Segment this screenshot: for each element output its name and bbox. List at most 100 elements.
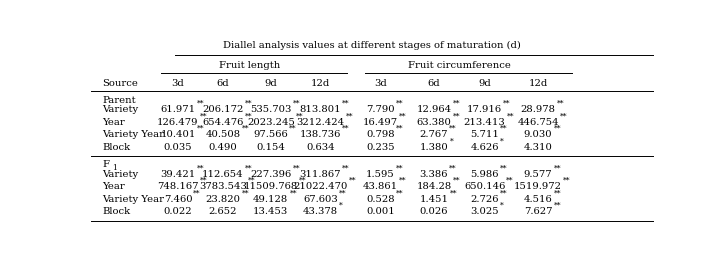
Text: **: ** [242,125,249,133]
Text: 2.767: 2.767 [420,130,448,139]
Text: 12.964: 12.964 [417,105,452,114]
Text: **: ** [245,112,253,120]
Text: **: ** [248,177,256,185]
Text: 138.736: 138.736 [300,130,341,139]
Text: **: ** [245,164,253,172]
Text: 12d: 12d [311,79,330,88]
Text: 16.497: 16.497 [363,118,398,127]
Text: 43.861: 43.861 [363,182,398,191]
Text: **: ** [346,112,353,120]
Text: **: ** [449,189,457,197]
Text: 227.396: 227.396 [250,170,291,179]
Text: 10.401: 10.401 [160,130,195,139]
Text: 0.022: 0.022 [163,207,192,216]
Text: 4.310: 4.310 [523,143,552,152]
Text: Parent: Parent [102,96,136,105]
Text: **: ** [503,100,511,108]
Text: **: ** [396,125,404,133]
Text: 9d: 9d [478,79,491,88]
Text: 2.652: 2.652 [208,207,237,216]
Text: **: ** [200,112,208,120]
Text: **: ** [449,125,457,133]
Text: F: F [102,160,109,169]
Text: 2023.245: 2023.245 [247,118,295,127]
Text: 3.025: 3.025 [470,207,499,216]
Text: **: ** [200,177,208,185]
Text: 13.453: 13.453 [253,207,288,216]
Text: 3.386: 3.386 [420,170,448,179]
Text: **: ** [553,125,561,133]
Text: **: ** [500,164,507,172]
Text: **: ** [197,125,204,133]
Text: **: ** [507,177,514,185]
Text: 6d: 6d [428,79,440,88]
Text: **: ** [342,164,350,172]
Text: **: ** [553,202,561,210]
Text: 49.128: 49.128 [253,195,288,204]
Text: 311.867: 311.867 [300,170,341,179]
Text: 813.801: 813.801 [300,105,341,114]
Text: **: ** [396,164,404,172]
Text: 0.001: 0.001 [366,207,395,216]
Text: **: ** [560,112,568,120]
Text: **: ** [396,189,404,197]
Text: **: ** [449,164,457,172]
Text: **: ** [399,112,407,120]
Text: 7.460: 7.460 [163,195,192,204]
Text: **: ** [396,100,404,108]
Text: 535.703: 535.703 [250,105,291,114]
Text: 7.790: 7.790 [366,105,395,114]
Text: 0.528: 0.528 [366,195,395,204]
Text: 1.595: 1.595 [366,170,395,179]
Text: 1519.972: 1519.972 [514,182,562,191]
Text: **: ** [452,100,460,108]
Text: 6d: 6d [216,79,229,88]
Text: 0.798: 0.798 [366,130,395,139]
Text: Fruit length: Fruit length [219,61,280,70]
Text: 17.916: 17.916 [467,105,502,114]
Text: **: ** [197,164,204,172]
Text: 1.451: 1.451 [420,195,449,204]
Text: 4.626: 4.626 [470,143,499,152]
Text: 12d: 12d [529,79,547,88]
Text: 21022.470: 21022.470 [293,182,348,191]
Text: Variety Year: Variety Year [102,195,164,204]
Text: 3212.424: 3212.424 [296,118,344,127]
Text: 67.603: 67.603 [303,195,338,204]
Text: 4.516: 4.516 [523,195,552,204]
Text: Variety Year: Variety Year [102,130,164,139]
Text: **: ** [293,164,300,172]
Text: **: ** [399,177,407,185]
Text: **: ** [290,189,297,197]
Text: **: ** [193,189,201,197]
Text: 9d: 9d [264,79,277,88]
Text: **: ** [197,100,204,108]
Text: 3d: 3d [374,79,387,88]
Text: Variety: Variety [102,170,138,179]
Text: 11509.768: 11509.768 [244,182,298,191]
Text: 0.235: 0.235 [366,143,395,152]
Text: 654.476: 654.476 [203,118,244,127]
Text: **: ** [452,112,460,120]
Text: Year: Year [102,118,125,127]
Text: 650.146: 650.146 [464,182,505,191]
Text: *: * [339,202,343,210]
Text: 0.035: 0.035 [163,143,192,152]
Text: Block: Block [102,207,130,216]
Text: 5.986: 5.986 [470,170,499,179]
Text: 63.380: 63.380 [417,118,452,127]
Text: 9.030: 9.030 [523,130,552,139]
Text: 40.508: 40.508 [205,130,240,139]
Text: **: ** [293,100,300,108]
Text: **: ** [342,125,350,133]
Text: 0.634: 0.634 [306,143,335,152]
Text: Variety: Variety [102,105,138,114]
Text: **: ** [507,112,514,120]
Text: **: ** [339,189,346,197]
Text: 1.380: 1.380 [420,143,449,152]
Text: 7.627: 7.627 [523,207,552,216]
Text: 748.167: 748.167 [158,182,199,191]
Text: 9.577: 9.577 [523,170,552,179]
Text: 446.754: 446.754 [517,118,559,127]
Text: **: ** [553,189,561,197]
